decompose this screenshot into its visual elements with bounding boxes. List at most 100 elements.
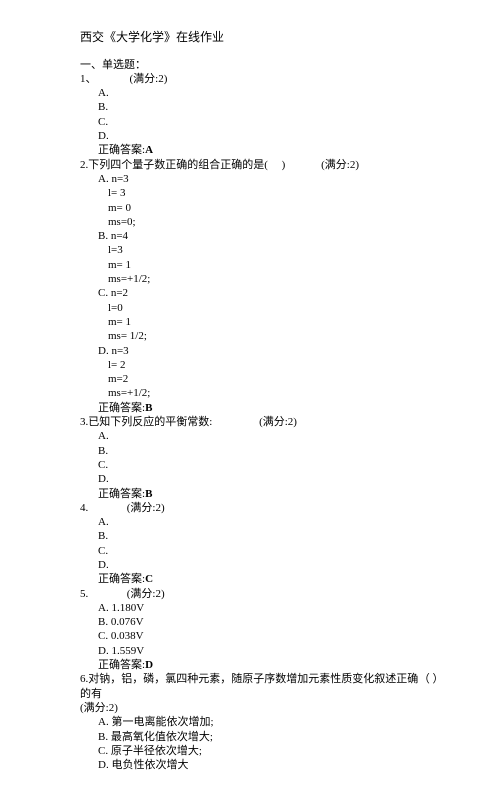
q1-opt-b: B.: [80, 100, 442, 114]
q3-stem: 已知下列反应的平衡常数:: [88, 416, 212, 428]
q3-opt-a: A.: [80, 429, 442, 443]
q1-num: 1、: [80, 73, 97, 85]
q2-a-l1: l= 3: [80, 186, 442, 200]
q2-d-l3: ms=+1/2;: [80, 386, 442, 400]
q2-b-l1: l=3: [80, 243, 442, 257]
q3-score: (满分:2): [259, 416, 297, 428]
q5-a-label: A.: [98, 602, 109, 614]
q2-a-l2: m= 0: [80, 201, 442, 215]
q2-ans-prefix: 正确答案:: [98, 402, 145, 414]
q2-stem: 下列四个量子数正确的组合正确的是(: [88, 159, 268, 171]
q5-b-text: 0.076V: [111, 616, 144, 628]
q5-opt-d: D. 1.559V: [80, 644, 442, 658]
q5-num: 5.: [80, 588, 88, 600]
q1-answer: 正确答案:A: [80, 143, 442, 157]
q2-opt-a: A. n=3: [80, 172, 442, 186]
q4-opt-c: C.: [80, 544, 442, 558]
q2-c-text: n=2: [111, 287, 128, 299]
q2-c-l3: ms= 1/2;: [80, 329, 442, 343]
q1-opt-a: A.: [80, 86, 442, 100]
q2-line: 2.下列四个量子数正确的组合正确的是( ) (满分:2): [80, 158, 442, 172]
q6-score-line: (满分:2): [80, 701, 442, 715]
q2-score: (满分:2): [321, 159, 359, 171]
q4-ans-prefix: 正确答案:: [98, 573, 145, 585]
q5-opt-c: C. 0.038V: [80, 629, 442, 643]
q3-answer: 正确答案:B: [80, 487, 442, 501]
q1-score-label: (满分:2): [130, 73, 168, 85]
q2-space: [268, 159, 282, 171]
page-content: 西交《大学化学》在线作业 一、单选题： 1、 (满分:2) A. B. C. D…: [0, 0, 502, 792]
q1-line: 1、 (满分:2): [80, 72, 442, 86]
q6-a-label: A.: [98, 716, 109, 728]
q6-paren: （ ）: [419, 672, 442, 701]
q6-d-text: 电负性依次增大: [109, 759, 189, 771]
q5-c-label: C.: [98, 630, 108, 642]
q4-opt-a: A.: [80, 515, 442, 529]
q5-answer: 正确答案:D: [80, 658, 442, 672]
q6-num: 6.: [80, 673, 88, 685]
q6-b-text: 最高氧化值依次增大;: [108, 731, 213, 743]
q4-num: 4.: [80, 502, 88, 514]
q2-opt-c: C. n=2: [80, 286, 442, 300]
q2-d-l2: m=2: [80, 372, 442, 386]
q6-line: 6.对钠，铝，磷，氯四种元素，随原子序数增加元素性质变化叙述正确的有 （ ）: [80, 672, 442, 701]
q4-gap: [88, 502, 127, 514]
q6-opt-d: D. 电负性依次增大: [80, 758, 442, 772]
q4-score: (满分:2): [127, 502, 165, 514]
q5-gap: [88, 588, 127, 600]
q2-d-l1: l= 2: [80, 358, 442, 372]
q6-c-text: 原子半径依次增大;: [108, 745, 202, 757]
q2-b-label: B.: [98, 230, 108, 242]
q2-a-text: n=3: [111, 173, 128, 185]
q2-c-l2: m= 1: [80, 315, 442, 329]
q2-a-label: A.: [98, 173, 109, 185]
q2-b-text: n=4: [111, 230, 128, 242]
q6-d-label: D.: [98, 759, 109, 771]
q3-line: 3.已知下列反应的平衡常数: (满分:2): [80, 415, 442, 429]
q3-ans-prefix: 正确答案:: [98, 488, 145, 500]
q6-score: (满分:2): [80, 702, 118, 714]
q3-ans-val: B: [145, 488, 152, 500]
q2-d-label: D.: [98, 345, 109, 357]
doc-title: 西交《大学化学》在线作业: [80, 30, 442, 46]
q1-ans-val: A: [145, 144, 153, 156]
q4-answer: 正确答案:C: [80, 572, 442, 586]
q3-gap: [212, 416, 259, 428]
q6-opt-b: B. 最高氧化值依次增大;: [80, 730, 442, 744]
q6-stem: 对钠，铝，磷，氯四种元素，随原子序数增加元素性质变化叙述正确的有: [80, 673, 418, 699]
q2-gap: [285, 159, 321, 171]
q6-b-label: B.: [98, 731, 108, 743]
q5-b-label: B.: [98, 616, 108, 628]
q6-stem-wrap: 6.对钠，铝，磷，氯四种元素，随原子序数增加元素性质变化叙述正确的有: [80, 672, 419, 701]
q1-score: [99, 73, 129, 85]
q2-opt-d: D. n=3: [80, 344, 442, 358]
q5-a-text: 1.180V: [111, 602, 144, 614]
q6-opt-a: A. 第一电离能依次增加;: [80, 715, 442, 729]
section-header: 一、单选题：: [80, 58, 442, 72]
q3-opt-d: D.: [80, 472, 442, 486]
q1-ans-prefix: 正确答案:: [98, 144, 145, 156]
q5-ans-val: D: [145, 659, 153, 671]
q2-b-l2: m= 1: [80, 258, 442, 272]
q5-ans-prefix: 正确答案:: [98, 659, 145, 671]
q5-d-label: D.: [98, 645, 109, 657]
q2-opt-b: B. n=4: [80, 229, 442, 243]
q3-num: 3.: [80, 416, 88, 428]
q6-c-label: C.: [98, 745, 108, 757]
q5-score: (满分:2): [127, 588, 165, 600]
q1-opt-d: D.: [80, 129, 442, 143]
q2-c-label: C.: [98, 287, 108, 299]
q5-opt-b: B. 0.076V: [80, 615, 442, 629]
q5-line: 5. (满分:2): [80, 587, 442, 601]
q2-d-text: n=3: [111, 345, 128, 357]
q2-b-l3: ms=+1/2;: [80, 272, 442, 286]
q2-answer: 正确答案:B: [80, 401, 442, 415]
q2-num: 2.: [80, 159, 88, 171]
q1-opt-c: C.: [80, 115, 442, 129]
q3-opt-c: C.: [80, 458, 442, 472]
q4-opt-d: D.: [80, 558, 442, 572]
q4-opt-b: B.: [80, 529, 442, 543]
q5-d-text: 1.559V: [111, 645, 144, 657]
q6-opt-c: C. 原子半径依次增大;: [80, 744, 442, 758]
q6-a-text: 第一电离能依次增加;: [109, 716, 214, 728]
